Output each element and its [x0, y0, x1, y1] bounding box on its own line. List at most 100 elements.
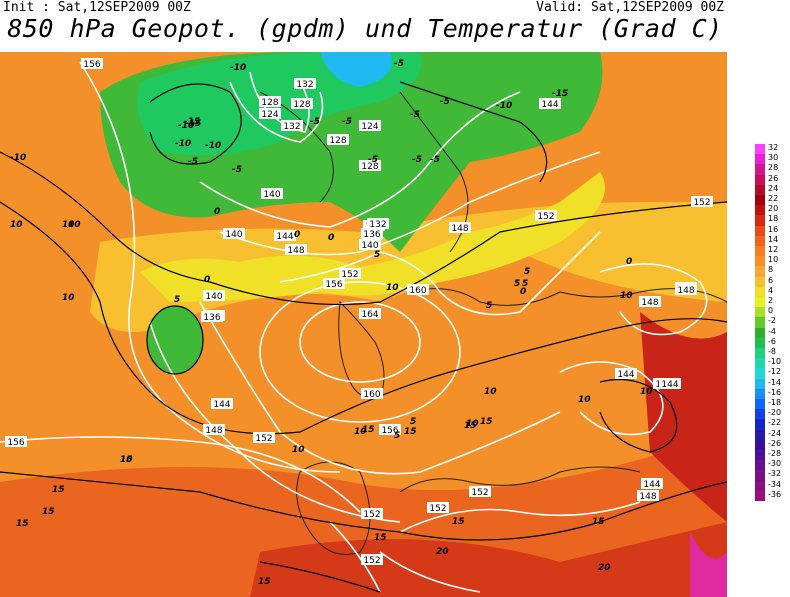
isoline — [599, 378, 678, 453]
colorbar-label: 28 — [768, 163, 779, 173]
svg-text:152: 152 — [341, 270, 358, 280]
colorbar-label: 24 — [768, 183, 779, 193]
geopotential-label: 148 — [203, 424, 225, 436]
temperature-label: 15 — [480, 417, 493, 427]
colorbar-label: -4 — [768, 326, 776, 336]
temperature-label: -5 — [188, 157, 198, 167]
colorbar-swatch — [755, 225, 765, 237]
colorbar-label: 32 — [768, 143, 779, 152]
colorbar-label: -10 — [768, 357, 782, 367]
colorbar-swatch — [755, 439, 765, 451]
geopotential-label: 144 — [615, 368, 637, 380]
colorbar-swatch — [755, 307, 765, 318]
svg-text:128: 128 — [261, 98, 278, 108]
chart-title: 850 hPa Geopot. (gpdm) und Temperatur (G… — [7, 14, 723, 43]
geopotential-label: 128 — [259, 96, 281, 108]
colorbar-label: -20 — [768, 408, 782, 418]
svg-text:132: 132 — [296, 80, 313, 90]
geopotential-label: 148 — [449, 222, 471, 234]
svg-text:136: 136 — [363, 230, 380, 240]
temperature-label: -5 — [430, 155, 440, 165]
svg-text:148: 148 — [287, 246, 304, 256]
temperature-label: 10 — [62, 293, 75, 303]
geopotential-label: 148 — [675, 284, 697, 296]
temperature-label: 0 — [328, 233, 334, 243]
colorbar-swatch — [755, 184, 765, 196]
isoline — [149, 321, 401, 523]
temperature-label: 5 — [514, 279, 520, 289]
svg-text:140: 140 — [205, 292, 222, 302]
geopotential-label: 136 — [201, 311, 223, 323]
geopotential-label: 140 — [223, 228, 245, 240]
geopotential-label: 132 — [367, 218, 389, 230]
geopotential-label: 144 — [659, 378, 681, 390]
geopotential-label: 140 — [359, 239, 381, 251]
isoline — [379, 551, 481, 593]
colorbar-label: -14 — [768, 377, 782, 387]
geopotential-label: 140 — [261, 188, 283, 200]
geopotential-label: 124 — [259, 108, 281, 120]
geopotential-label: 152 — [427, 502, 449, 514]
temperature-label: 10 — [354, 427, 367, 437]
colorbar-label: 8 — [768, 265, 774, 275]
isoline — [79, 61, 341, 473]
temperature-label: 0 — [214, 207, 220, 217]
colorbar-swatch — [755, 144, 765, 155]
temperature-label: -5 — [440, 97, 450, 107]
svg-text:140: 140 — [225, 230, 242, 240]
temperature-label: -5 — [368, 155, 378, 165]
isoline — [0, 151, 727, 306]
temperature-labels: -10-10 -5-5-15-10 -10-5-5-5 -5-5-10-15-50-5… — [10, 59, 653, 587]
temperature-label: 10 — [640, 387, 653, 397]
svg-text:148: 148 — [451, 224, 468, 234]
svg-text:152: 152 — [255, 434, 272, 444]
colorbar-label: -34 — [768, 479, 782, 489]
colorbar-swatch — [755, 205, 765, 216]
geopotential-label: 148 — [637, 490, 659, 502]
colorbar-swatch — [755, 327, 765, 339]
colorbar-swatch — [755, 429, 765, 441]
temperature-field-hottest — [690, 532, 727, 597]
svg-text:152: 152 — [693, 198, 710, 208]
colorbar-label: 4 — [768, 285, 774, 295]
temperature-label: 15 — [52, 485, 65, 495]
temperature-label: 0 — [626, 257, 632, 267]
svg-text:128: 128 — [361, 162, 378, 172]
isoline — [259, 281, 461, 423]
geopotential-label: 152 — [339, 268, 361, 280]
isoline — [279, 231, 601, 316]
colorbar-swatch — [755, 317, 765, 329]
temperature-label: -10 — [175, 139, 191, 149]
temperature-label: 15 — [120, 455, 133, 465]
colorbar-label: -6 — [768, 336, 776, 346]
isoline — [229, 81, 324, 143]
temperature-label: 5 — [522, 279, 528, 289]
temperature-label: 10 — [62, 220, 75, 230]
colorbar-swatch — [755, 276, 765, 288]
colorbar-label: 0 — [768, 306, 774, 316]
temperature-label: 10 — [120, 455, 133, 465]
geopotential-labels: 1561321281281241321281241281321441401401… — [5, 58, 713, 566]
svg-text:156: 156 — [325, 280, 342, 290]
svg-text:152: 152 — [363, 510, 380, 520]
isoline — [399, 81, 548, 183]
temperature-label: 15 — [258, 577, 271, 587]
geopotential-label: 132 — [294, 78, 316, 90]
colorbar-swatch — [755, 195, 765, 206]
colorbar-swatch — [755, 256, 765, 267]
svg-text:152: 152 — [537, 212, 554, 222]
svg-text:140: 140 — [263, 190, 280, 200]
colorbar-label: -8 — [768, 347, 776, 356]
colorbar-label: 6 — [768, 275, 774, 285]
svg-text:144: 144 — [213, 400, 230, 410]
geopotential-label: 160 — [361, 388, 383, 400]
colorbar-label: -22 — [768, 418, 782, 428]
svg-text:124: 124 — [261, 110, 278, 120]
colorbar-label: 14 — [768, 234, 779, 244]
svg-text:160: 160 — [409, 286, 426, 296]
colorbar-swatch — [755, 358, 765, 369]
colorbar-label: -26 — [768, 438, 782, 448]
svg-text:156: 156 — [7, 438, 24, 448]
temperature-label: -10 — [178, 121, 194, 131]
geopotential-label: 152 — [535, 210, 557, 222]
